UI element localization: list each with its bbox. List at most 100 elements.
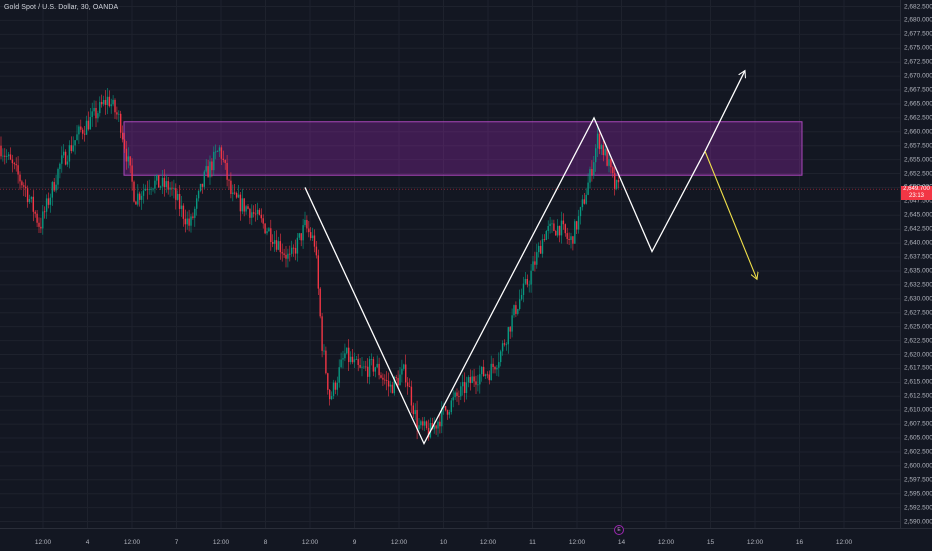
candle [304, 211, 306, 228]
candle [72, 136, 74, 153]
candle [144, 184, 147, 192]
candle [479, 365, 481, 394]
candle [173, 179, 175, 199]
candle [517, 308, 519, 316]
candle [500, 349, 502, 367]
candle [462, 374, 464, 396]
candle [82, 127, 84, 140]
price-tick-label: 2,655.000 [904, 156, 932, 164]
candle [452, 389, 454, 408]
candle [15, 157, 17, 172]
candle [154, 175, 156, 194]
candle [7, 151, 10, 160]
candle [380, 372, 382, 379]
candle [325, 346, 327, 375]
price-tick-label: 2,595.000 [904, 490, 932, 498]
candle [292, 244, 295, 257]
grid [0, 0, 900, 528]
candle [507, 326, 509, 354]
candle [38, 217, 40, 233]
time-tick-label: 11 [529, 539, 536, 546]
candle [241, 188, 243, 215]
candle [112, 95, 114, 107]
candle [32, 190, 34, 222]
candle [26, 185, 29, 208]
symbol-title: Gold Spot / U.S. Dollar, 30, OANDA [4, 4, 119, 11]
projection-line-bullish[interactable] [304, 71, 745, 446]
candle [11, 154, 14, 173]
candle [47, 192, 50, 209]
candle [595, 144, 597, 172]
candle [471, 370, 473, 384]
projection-line-bearish[interactable] [704, 151, 757, 279]
candle [273, 231, 276, 252]
candle [93, 100, 95, 116]
bar-countdown: 23:13 [908, 193, 924, 199]
candle [178, 185, 181, 217]
candle [55, 174, 57, 193]
candle [427, 419, 430, 441]
candle [40, 217, 42, 234]
candle [13, 161, 15, 170]
candle [372, 356, 375, 377]
price-tick-label: 2,640.000 [904, 239, 932, 247]
candle [327, 372, 329, 395]
time-tick-label: 12:00 [479, 539, 497, 546]
candle [258, 208, 261, 216]
candle [237, 185, 240, 199]
price-tick-label: 2,592.500 [904, 504, 932, 512]
candle [520, 288, 523, 301]
time-tick-label: 12:00 [123, 539, 141, 546]
candle [264, 222, 266, 235]
candle [389, 380, 392, 393]
price-chart[interactable] [0, 0, 900, 528]
candle [159, 185, 162, 190]
time-tick-label: 10 [439, 539, 448, 546]
candle [177, 190, 179, 201]
candle [6, 149, 8, 164]
candle [342, 350, 344, 369]
candle [70, 136, 72, 154]
candle [606, 146, 608, 167]
candle [348, 339, 350, 372]
price-tick-label: 2,632.500 [904, 281, 932, 289]
price-tick-label: 2,600.000 [904, 462, 932, 470]
candle [589, 166, 591, 189]
candle [120, 110, 122, 139]
candle [28, 194, 31, 205]
candle [156, 174, 158, 185]
candle [192, 212, 194, 220]
candle [256, 202, 259, 220]
candle [545, 229, 547, 241]
time-tick-label: 12:00 [746, 539, 764, 546]
candle [562, 213, 565, 230]
time-tick-label: 12:00 [212, 539, 230, 546]
candle [323, 344, 325, 355]
candle [458, 390, 460, 406]
candle [146, 180, 148, 200]
candle [439, 412, 441, 434]
candle [161, 170, 164, 195]
candle [558, 225, 561, 243]
candle [49, 193, 52, 213]
candle [418, 418, 420, 431]
event-marker-icon[interactable]: E [614, 525, 624, 535]
candle [61, 146, 63, 173]
time-tick-label: 12:00 [657, 539, 675, 546]
candle [64, 149, 67, 166]
candle [420, 419, 422, 429]
candle [602, 141, 604, 162]
candle [245, 204, 247, 215]
time-axis[interactable]: 12:00 4 12:00 7 12:00 8 12:00 9 12:00 10 12:00 11 12… [0, 528, 932, 551]
candle [262, 214, 264, 229]
chart-area[interactable]: Gold Spot / U.S. Dollar, 30, OANDA [0, 0, 900, 528]
price-axis[interactable]: 2,682.500 2,680.000 2,677.500 2,675.000 2,67… [900, 0, 932, 528]
candle [283, 248, 285, 258]
candle [382, 373, 384, 387]
candle [359, 358, 361, 369]
candle [334, 380, 337, 395]
resistance-zone[interactable] [123, 121, 803, 176]
price-tick-label: 2,597.500 [904, 476, 932, 484]
candle [406, 377, 409, 395]
candle [226, 155, 228, 187]
